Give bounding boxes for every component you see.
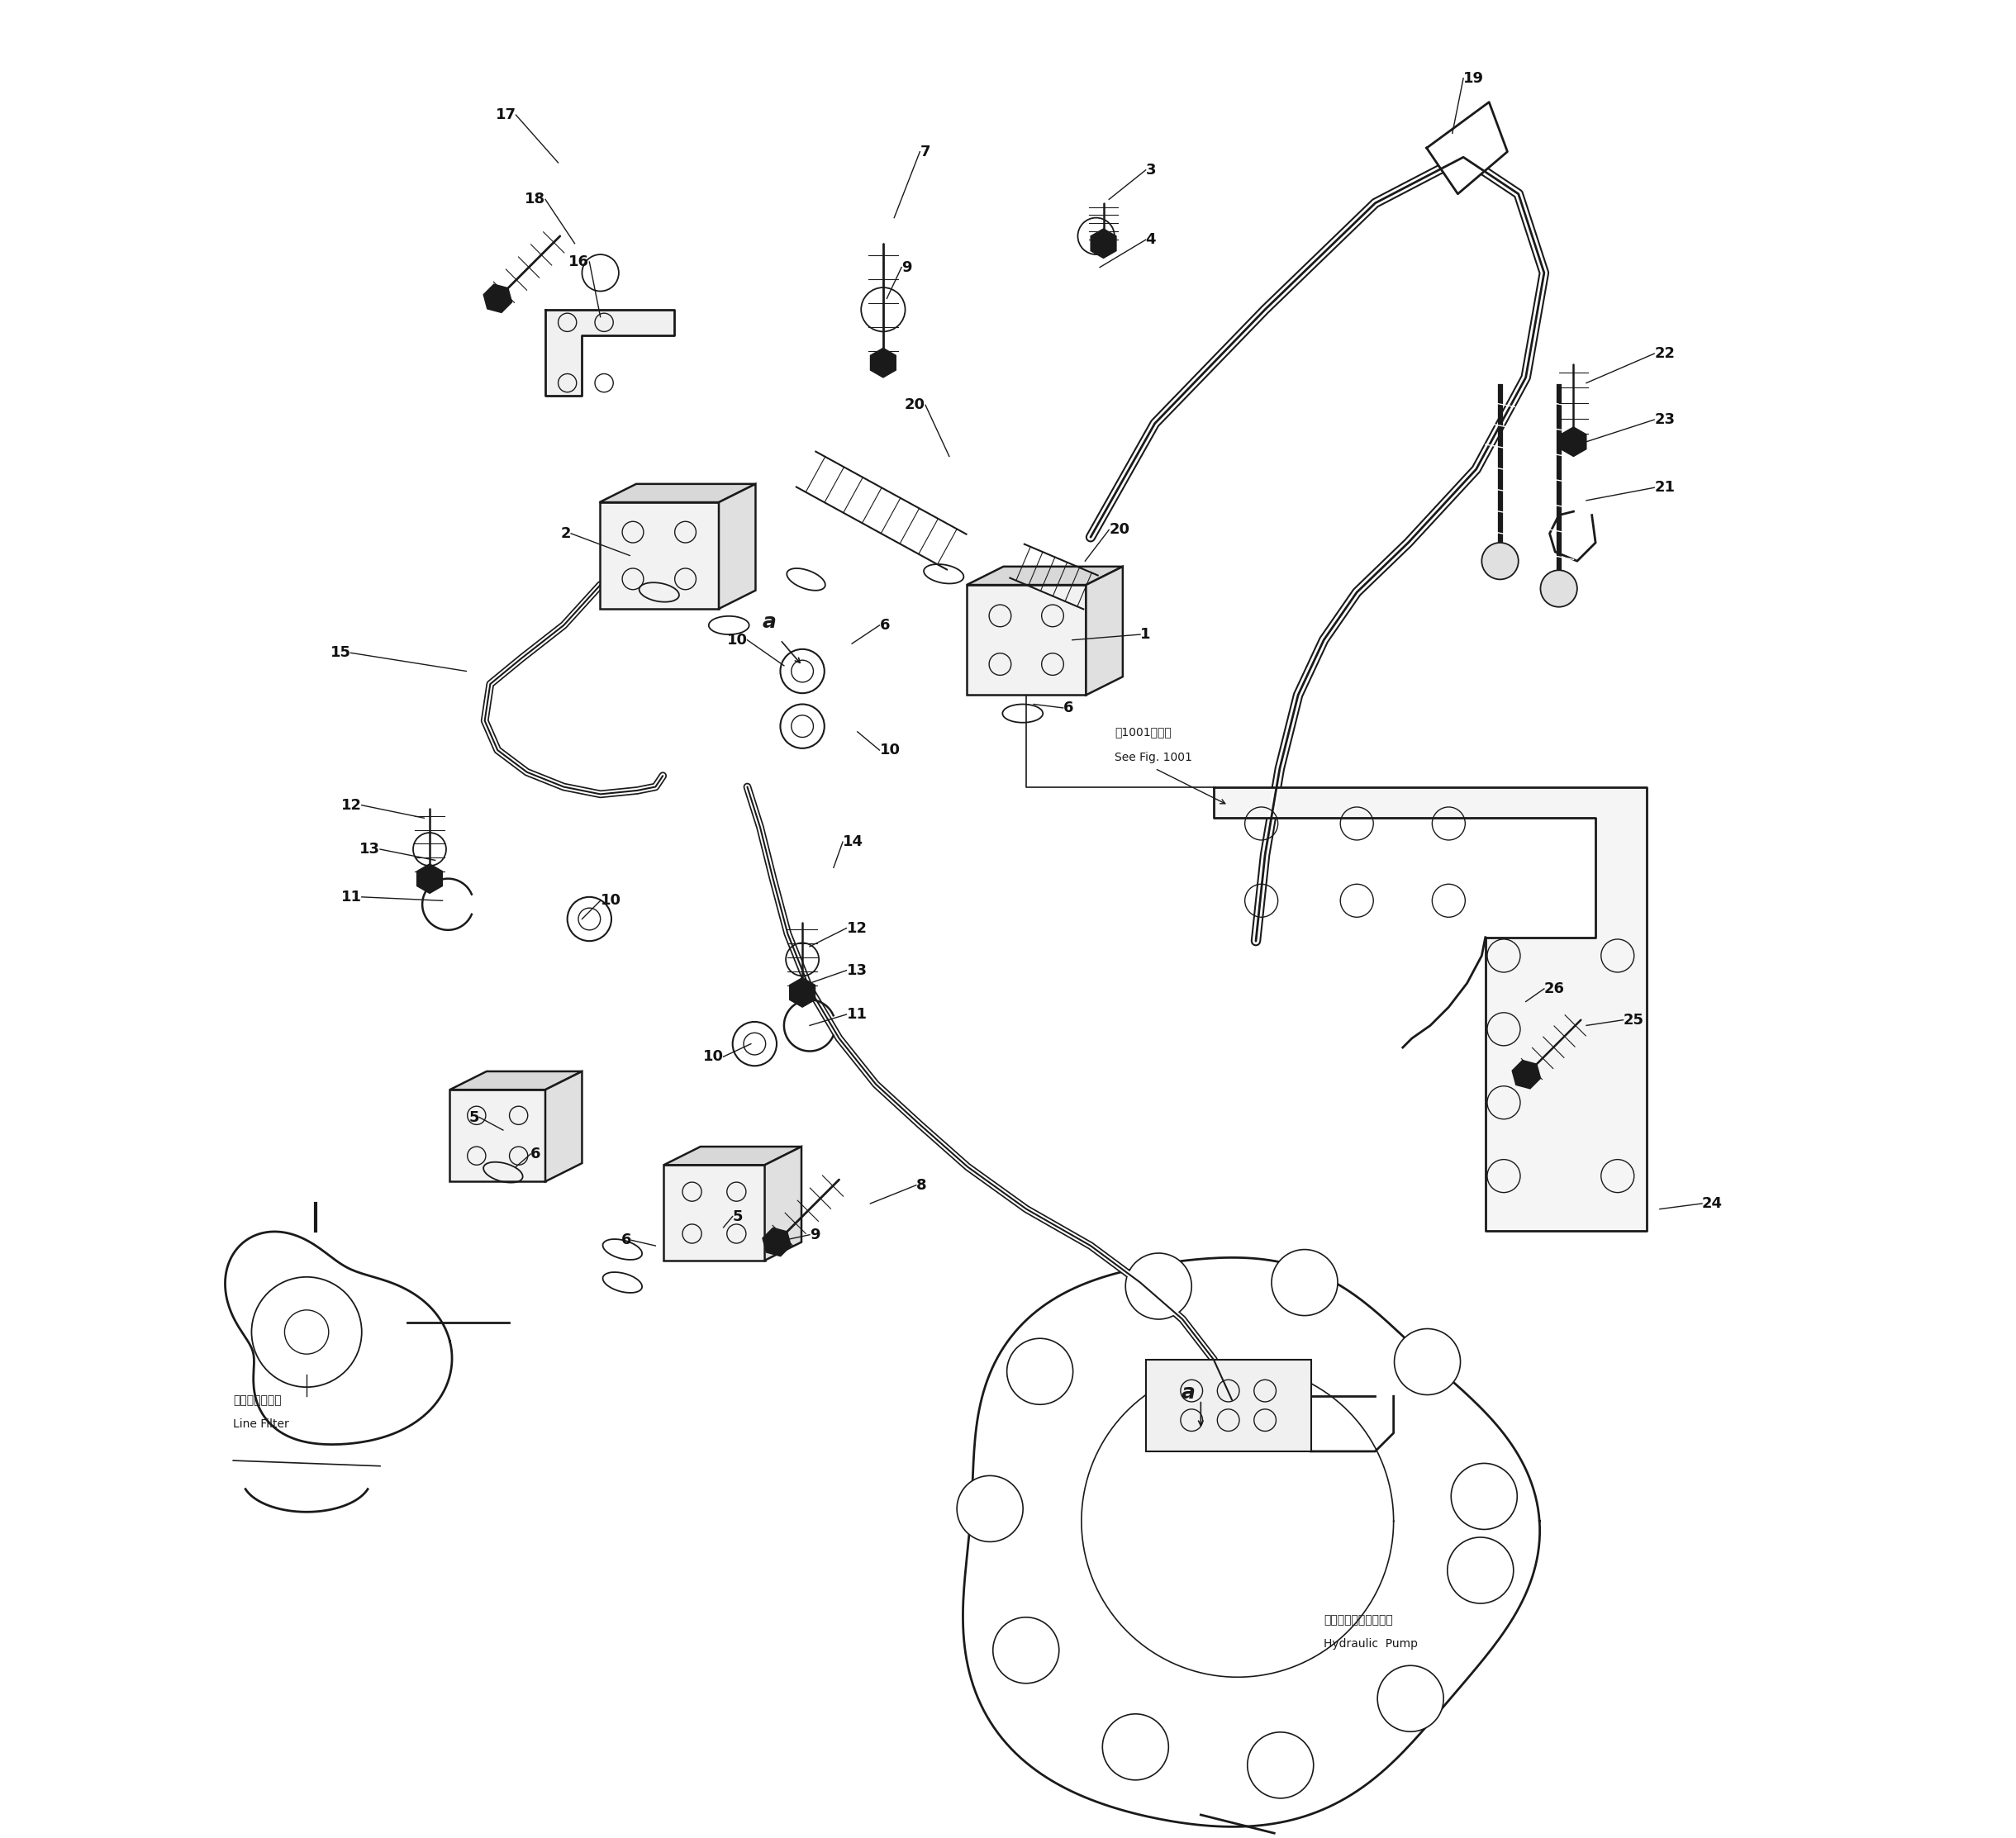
Circle shape [1482, 542, 1518, 579]
Polygon shape [1427, 103, 1508, 193]
Text: 19: 19 [1464, 72, 1484, 86]
Text: 12: 12 [847, 921, 867, 936]
Circle shape [1377, 1665, 1443, 1731]
Circle shape [1447, 1537, 1514, 1603]
Text: 14: 14 [843, 834, 863, 849]
Polygon shape [968, 566, 1123, 584]
Text: 10: 10 [726, 632, 748, 647]
Polygon shape [764, 1147, 802, 1261]
Polygon shape [1214, 787, 1647, 1231]
Text: 9: 9 [901, 259, 911, 274]
Text: 4: 4 [1145, 232, 1155, 248]
Text: 3: 3 [1145, 162, 1155, 178]
Polygon shape [484, 285, 512, 312]
Text: 26: 26 [1544, 981, 1564, 996]
Polygon shape [1512, 1061, 1540, 1088]
Text: 12: 12 [341, 798, 361, 812]
Text: 11: 11 [341, 890, 361, 904]
Text: 6: 6 [621, 1233, 631, 1248]
Text: 18: 18 [524, 191, 544, 208]
Text: 24: 24 [1702, 1197, 1724, 1211]
Circle shape [1006, 1338, 1073, 1404]
Polygon shape [417, 864, 442, 893]
Text: 第1001図参照: 第1001図参照 [1115, 726, 1171, 737]
Circle shape [780, 704, 825, 748]
Text: a: a [1181, 1382, 1195, 1402]
Text: 25: 25 [1623, 1013, 1643, 1027]
Text: Hydraulic  Pump: Hydraulic Pump [1325, 1638, 1417, 1651]
Text: 15: 15 [331, 645, 351, 660]
Text: 13: 13 [359, 842, 381, 857]
Polygon shape [599, 483, 756, 502]
Text: 16: 16 [569, 254, 589, 268]
Polygon shape [964, 1257, 1540, 1827]
Circle shape [1395, 1329, 1460, 1395]
Polygon shape [796, 452, 966, 570]
Circle shape [958, 1476, 1022, 1542]
Text: Line Filter: Line Filter [234, 1419, 288, 1430]
Polygon shape [790, 978, 814, 1007]
Circle shape [1452, 1463, 1518, 1529]
Polygon shape [762, 1228, 790, 1255]
Text: 23: 23 [1655, 412, 1675, 426]
Text: 7: 7 [919, 143, 929, 160]
Polygon shape [663, 1165, 764, 1261]
Text: 21: 21 [1655, 480, 1675, 494]
Text: See Fig. 1001: See Fig. 1001 [1115, 752, 1191, 763]
Text: 11: 11 [847, 1007, 867, 1022]
Text: 10: 10 [601, 893, 621, 908]
Circle shape [994, 1617, 1058, 1684]
Text: 17: 17 [496, 108, 516, 123]
Polygon shape [1087, 566, 1123, 695]
Text: 9: 9 [810, 1228, 821, 1242]
Polygon shape [599, 502, 720, 608]
Text: 6: 6 [530, 1147, 540, 1162]
Text: a: a [762, 612, 776, 632]
Circle shape [1272, 1250, 1339, 1316]
Bar [1145, 1360, 1310, 1452]
Text: 13: 13 [847, 963, 867, 978]
Polygon shape [720, 483, 756, 608]
Text: 6: 6 [879, 618, 889, 632]
Polygon shape [1560, 426, 1587, 456]
Circle shape [1125, 1254, 1191, 1320]
Circle shape [780, 649, 825, 693]
Circle shape [566, 897, 611, 941]
Text: 5: 5 [732, 1209, 744, 1224]
Text: 5: 5 [470, 1110, 480, 1125]
Text: 10: 10 [704, 1049, 724, 1064]
Text: 2: 2 [560, 526, 571, 540]
Text: 20: 20 [905, 397, 925, 412]
Polygon shape [226, 1231, 452, 1445]
Circle shape [1248, 1731, 1314, 1798]
Circle shape [732, 1022, 776, 1066]
Text: 20: 20 [1109, 522, 1129, 537]
Polygon shape [450, 1072, 583, 1090]
Text: ラインフィルタ: ラインフィルタ [234, 1395, 282, 1406]
Text: 1: 1 [1141, 627, 1151, 641]
Polygon shape [663, 1147, 802, 1165]
Polygon shape [1010, 544, 1099, 608]
Circle shape [1540, 570, 1577, 607]
Text: 10: 10 [879, 743, 899, 757]
Circle shape [1103, 1713, 1169, 1779]
Polygon shape [450, 1090, 544, 1182]
Text: 8: 8 [915, 1178, 927, 1193]
Polygon shape [871, 347, 895, 377]
Text: ハイドロリックポンプ: ハイドロリックポンプ [1325, 1614, 1393, 1627]
Polygon shape [544, 1072, 583, 1182]
Text: 22: 22 [1655, 346, 1675, 360]
Text: 6: 6 [1062, 700, 1073, 715]
Polygon shape [544, 309, 673, 395]
Polygon shape [1091, 228, 1117, 257]
Polygon shape [968, 584, 1087, 695]
